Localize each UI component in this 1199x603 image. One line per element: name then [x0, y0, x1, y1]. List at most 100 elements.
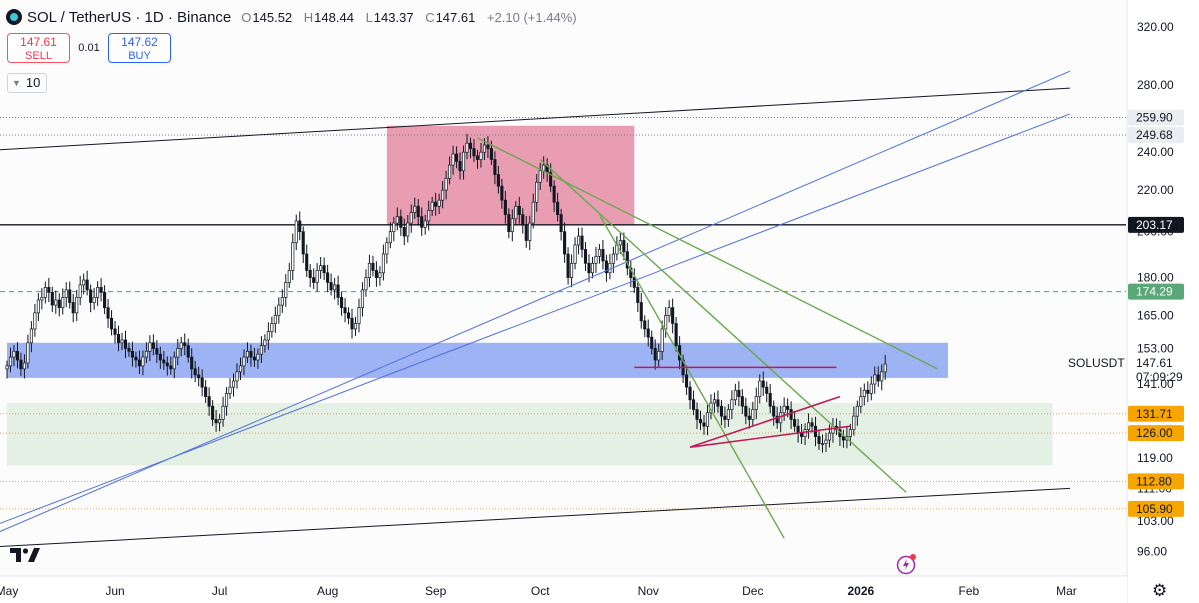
price-tag-label: 131.71 — [1136, 407, 1173, 421]
candle-body — [493, 159, 497, 175]
candle-body — [109, 317, 114, 330]
candle-body — [660, 328, 664, 352]
price-tag-label: 174.29 — [1136, 285, 1173, 299]
candle-body — [221, 405, 225, 420]
x-tick-label: Sep — [425, 584, 447, 598]
quantity-selector[interactable]: ▼ 10 — [7, 73, 47, 93]
candle-body — [510, 218, 514, 233]
candle-body — [852, 415, 856, 430]
candle-body — [489, 148, 493, 160]
y-tick-label: 180.00 — [1137, 271, 1174, 285]
candle-body — [371, 262, 375, 271]
candle-body — [855, 405, 859, 417]
price-tag-bg — [1128, 405, 1184, 422]
open-value: 145.52 — [252, 9, 293, 25]
candle-body — [430, 201, 434, 211]
quantity-value: 10 — [25, 75, 41, 90]
candle-body — [716, 399, 720, 407]
candle-body — [36, 299, 40, 314]
x-tick-label: Jul — [212, 584, 227, 598]
x-tick-label: Oct — [531, 584, 550, 598]
candle-body — [782, 405, 786, 414]
symbol-title[interactable]: SOL / TetherUS · 1D · Binance — [27, 8, 232, 26]
candle-body — [367, 262, 371, 278]
candle-body — [719, 405, 723, 417]
candle-body — [322, 265, 326, 274]
buy-label: BUY — [128, 50, 151, 62]
candle-body — [207, 396, 211, 407]
high-value: 148.44 — [314, 9, 354, 25]
candle-body — [75, 297, 79, 314]
trendline-lower-black — [0, 487, 1070, 548]
candle-body — [772, 405, 776, 417]
candle-body — [730, 399, 734, 410]
candle-body — [775, 415, 779, 424]
candle-body — [204, 386, 208, 397]
candle-body — [876, 374, 880, 382]
bar-countdown: 07:09:29 — [1136, 370, 1183, 384]
candle-body — [475, 155, 480, 160]
candle-body — [333, 284, 337, 291]
candle-body — [169, 365, 173, 370]
candle-body — [350, 317, 354, 330]
candle-body — [622, 240, 626, 253]
candle-body — [319, 265, 323, 271]
candle-body — [479, 151, 483, 160]
candle-body — [144, 350, 148, 358]
candle-body — [263, 339, 267, 346]
gear-icon[interactable]: ⚙ — [1152, 581, 1168, 600]
y-tick-label: 153.00 — [1137, 341, 1174, 355]
candle-body — [252, 356, 256, 361]
x-tick-label: Dec — [742, 584, 763, 598]
candle-body — [653, 348, 657, 361]
candle-body — [468, 142, 473, 149]
candle-body — [563, 231, 567, 255]
candle-body — [277, 304, 281, 316]
price-tag-label: 249.68 — [1136, 128, 1173, 142]
candle-body — [549, 172, 553, 187]
candle-body — [99, 287, 103, 293]
price-tag-label: 259.90 — [1136, 110, 1173, 124]
candle-body — [343, 307, 347, 314]
candle-body — [423, 220, 427, 228]
candle-body — [392, 222, 396, 233]
candle-body — [40, 297, 44, 301]
candle-body — [148, 342, 152, 352]
binance-sol-icon — [6, 9, 22, 25]
candle-body — [137, 359, 141, 367]
candle-body — [5, 365, 9, 370]
candle-body — [820, 443, 825, 445]
candle-body — [747, 415, 751, 420]
candle-body — [312, 277, 316, 283]
candle-body — [8, 356, 13, 367]
y-tick-label: 240.00 — [1137, 145, 1174, 159]
candle-body — [57, 299, 61, 309]
bolt-icon[interactable] — [896, 553, 916, 575]
candle-body — [486, 144, 490, 149]
candle-body — [103, 292, 107, 309]
x-tick-label: Jun — [105, 584, 124, 598]
y-tick-label: 220.00 — [1137, 183, 1174, 197]
tradingview-logo-icon[interactable] — [10, 547, 42, 563]
x-tick-label: Nov — [638, 584, 659, 598]
candle-body — [413, 205, 417, 213]
candle-body — [294, 220, 298, 244]
candle-body — [458, 161, 462, 172]
candle-body — [179, 342, 183, 349]
candle-body — [353, 323, 358, 330]
candle-body — [482, 144, 486, 153]
candle-body — [786, 405, 790, 410]
candle-body — [96, 287, 100, 298]
sell-button[interactable]: 147.61 SELL — [7, 33, 70, 63]
candle-body — [162, 359, 166, 364]
candle-body — [47, 287, 51, 293]
candle-body — [123, 339, 128, 349]
close-label: C — [425, 9, 435, 25]
candle-body — [848, 429, 852, 437]
candle-body — [500, 185, 504, 201]
candle-body — [583, 249, 588, 264]
x-tick-label: Mar — [1056, 584, 1077, 598]
buy-button[interactable]: 147.62 BUY — [108, 33, 171, 63]
price-tag-bg — [1128, 283, 1184, 300]
